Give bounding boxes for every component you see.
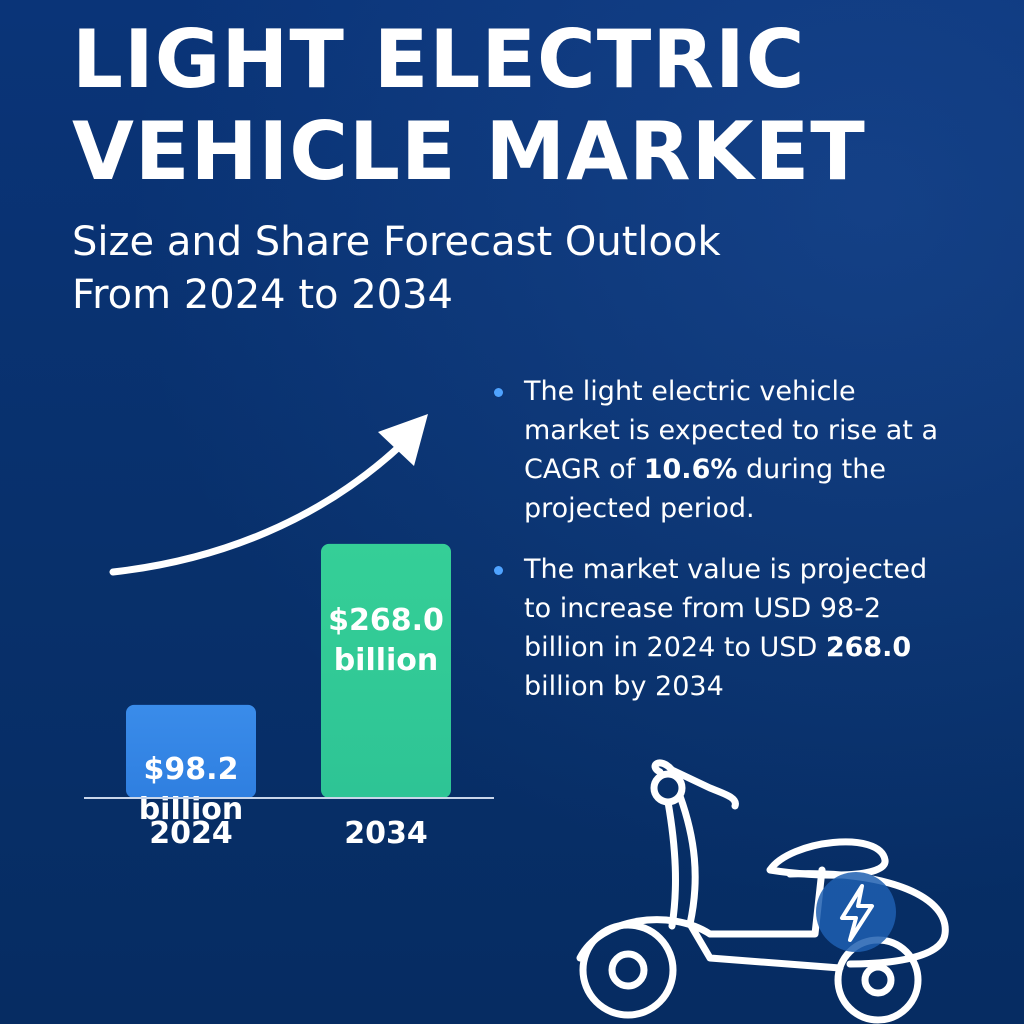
bullet-cagr: The light electric vehicle market is exp… xyxy=(488,372,948,528)
bar-value-label: $268.0 billion xyxy=(328,603,444,678)
bullet-market-text: The market value is projected to increas… xyxy=(524,554,928,663)
bullet-cagr-text-end: during the projected period. xyxy=(524,454,886,524)
bullet-dot xyxy=(494,388,503,397)
bar-2034 xyxy=(321,543,451,798)
scooter-icon xyxy=(576,759,949,1024)
bullet-market-text-end: billion by 2034 xyxy=(524,671,724,702)
bar-2024 xyxy=(126,704,256,798)
key-points-list: The light electric vehicle market is exp… xyxy=(488,372,948,728)
lightning-bolt-icon xyxy=(840,884,874,942)
bullet-market-value-bold: 268.0 xyxy=(825,632,912,663)
bullet-market-value: The market value is projected to increas… xyxy=(488,550,948,706)
bolt-circle xyxy=(816,872,896,952)
bullet-cagr-text: The light electric vehicle market is exp… xyxy=(524,376,938,485)
page-subtitle: Size and Share Forecast Outlook From 202… xyxy=(72,219,721,318)
x-tick-label: 2024 xyxy=(149,816,233,851)
bullet-dot xyxy=(494,566,503,575)
page-title: LIGHT ELECTRIC VEHICLE MARKET xyxy=(72,13,866,198)
trend-arrow-head xyxy=(378,414,428,466)
x-tick-label: 2034 xyxy=(344,816,428,851)
bullet-cagr-value: 10.6% xyxy=(643,454,738,485)
trend-arrow-icon xyxy=(109,442,404,576)
